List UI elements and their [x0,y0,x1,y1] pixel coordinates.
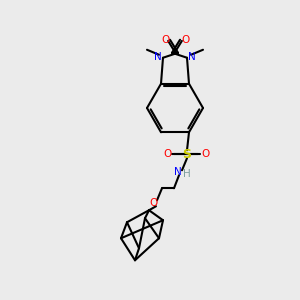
Text: N: N [154,52,162,62]
Text: O: O [181,35,189,45]
Text: O: O [164,149,172,159]
Text: N: N [188,52,196,62]
Text: O: O [202,149,210,159]
Text: H: H [183,169,191,179]
Text: S: S [182,148,191,161]
Text: O: O [149,198,157,208]
Text: N: N [174,167,182,177]
Text: O: O [161,35,169,45]
